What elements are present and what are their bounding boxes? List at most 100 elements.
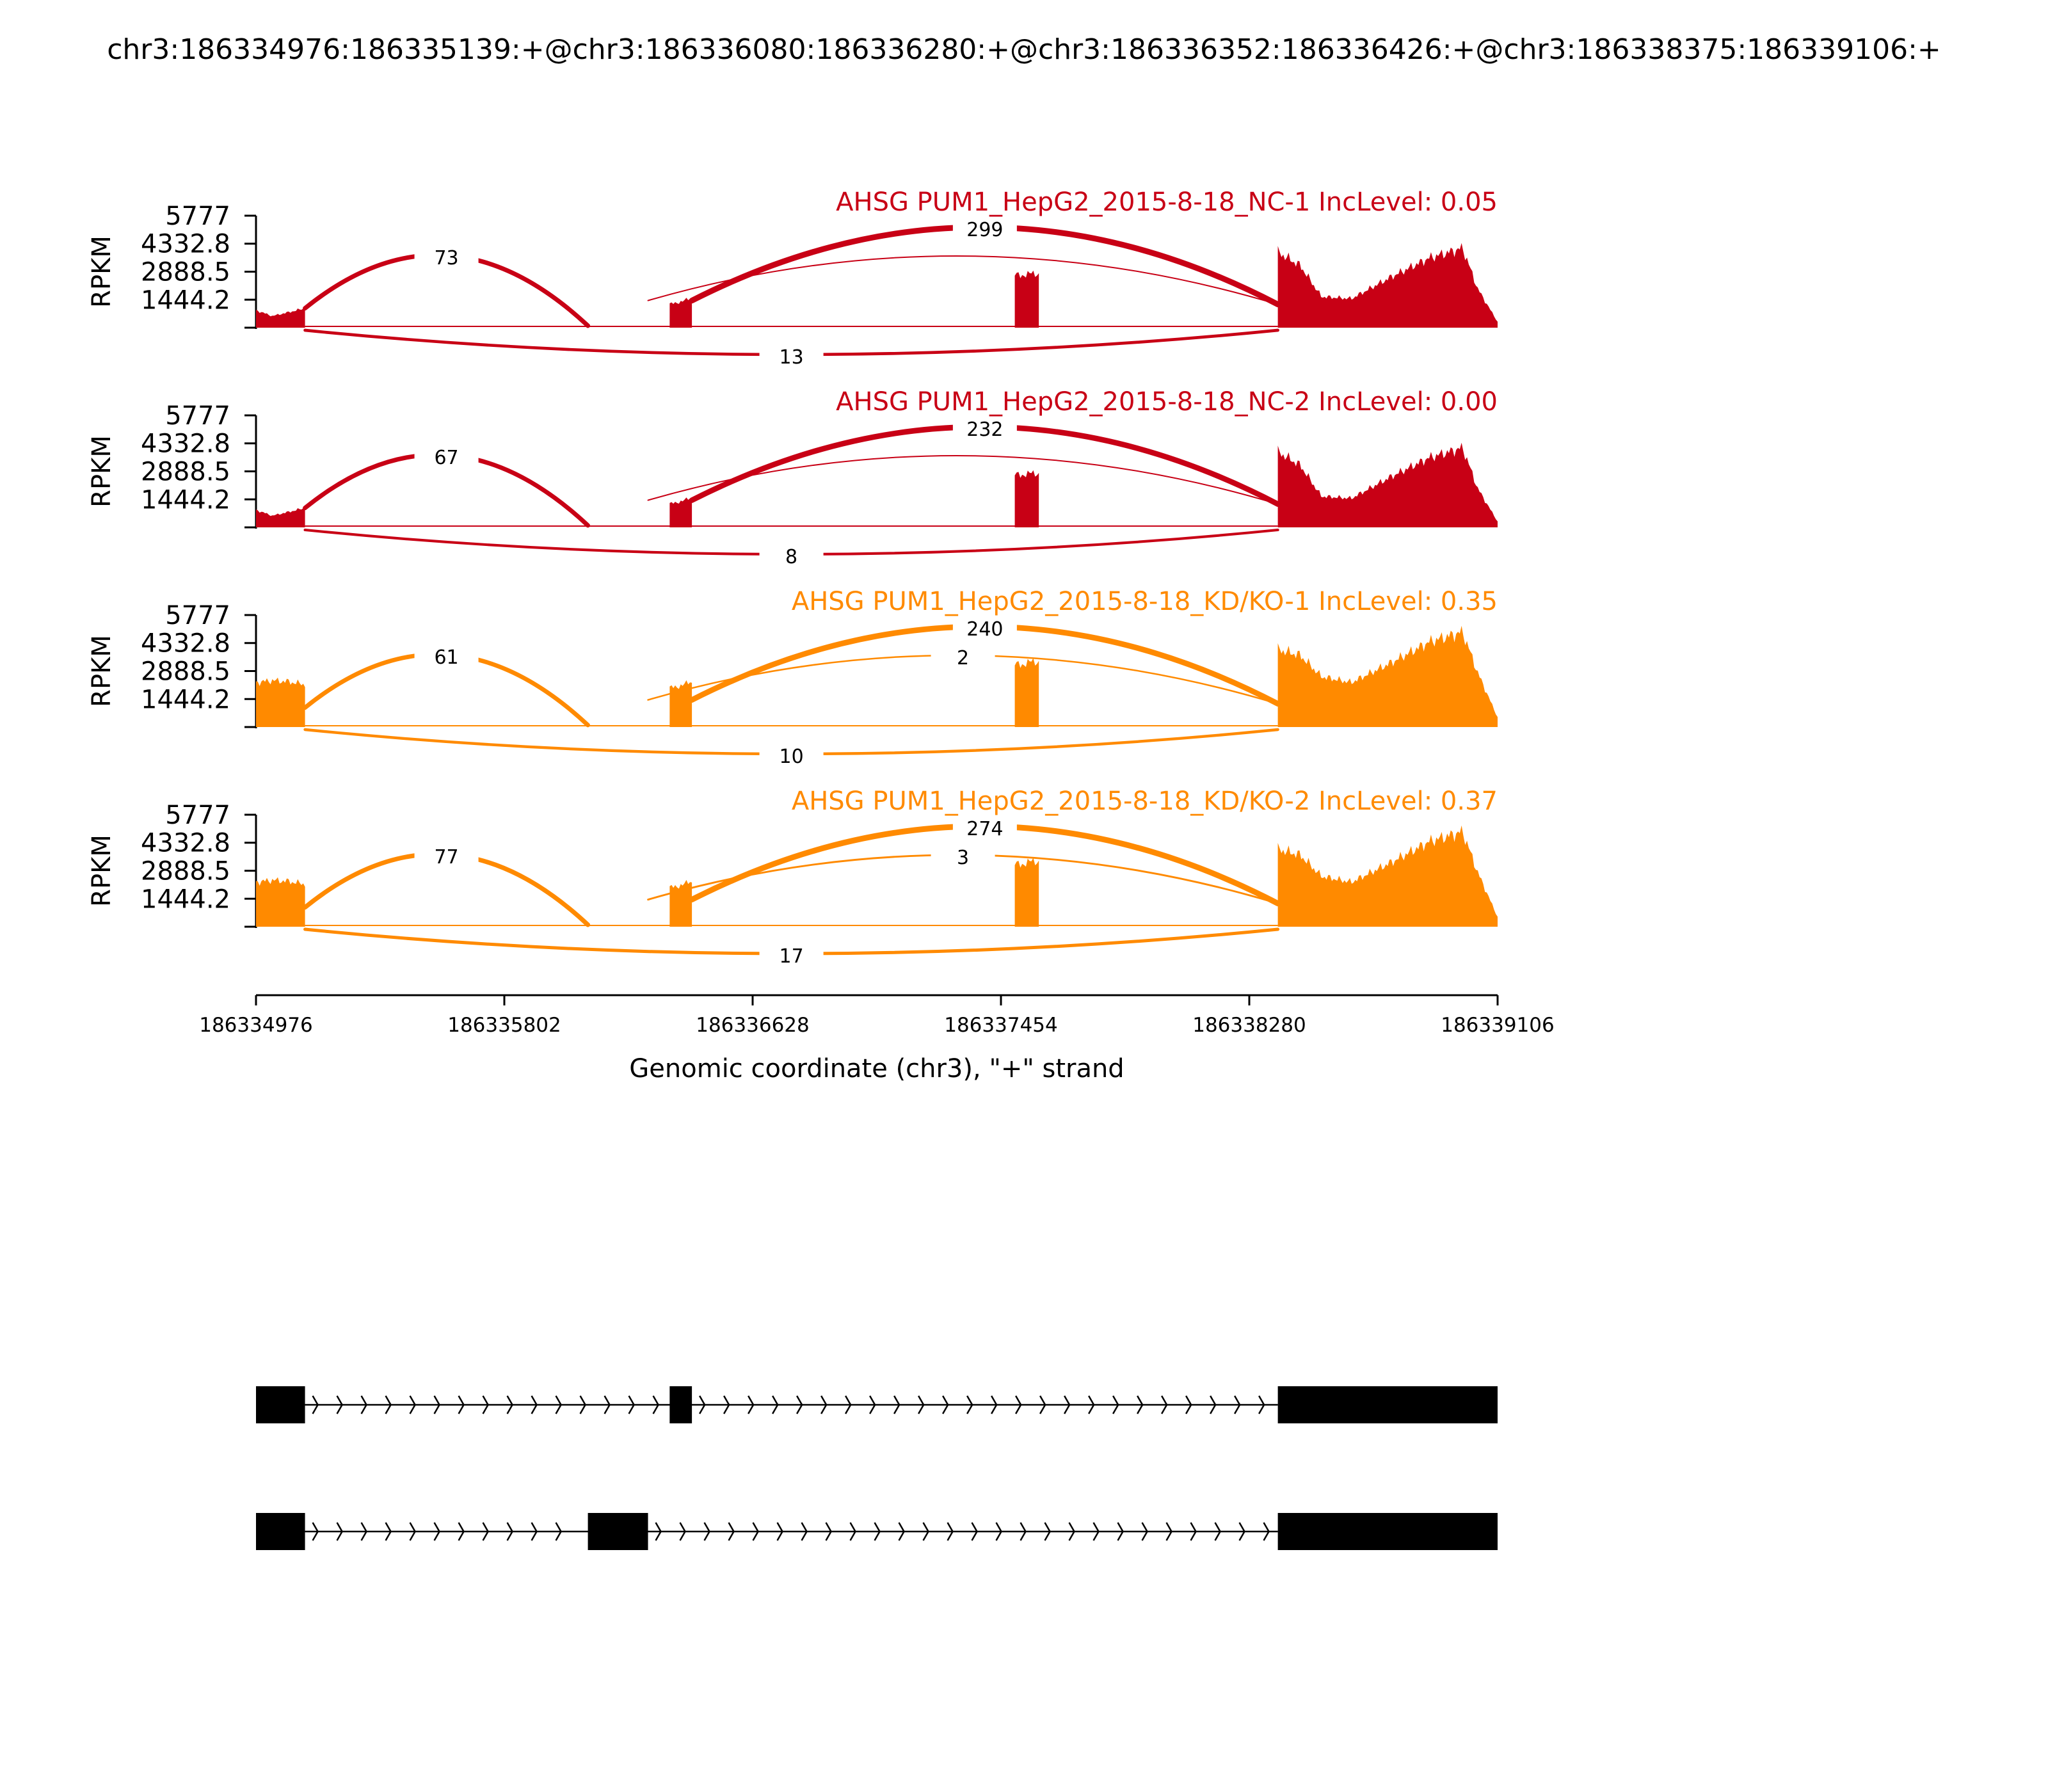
y-axis-label: RPKM xyxy=(87,236,116,308)
exon-block xyxy=(256,1513,305,1550)
strand-arrow-icon xyxy=(458,1522,465,1541)
strand-arrow-icon xyxy=(820,1395,828,1414)
coverage-area xyxy=(1014,658,1039,727)
junction-count-label: 67 xyxy=(434,447,458,469)
strand-arrow-icon xyxy=(555,1522,563,1541)
strand-arrow-icon xyxy=(869,1395,876,1414)
strand-arrow-icon xyxy=(898,1522,905,1541)
strand-arrow-icon xyxy=(723,1395,730,1414)
y-axis-label: RPKM xyxy=(87,835,116,907)
strand-arrow-icon xyxy=(947,1522,954,1541)
y-axis-label: RPKM xyxy=(87,435,116,508)
x-tick-label: 186338280 xyxy=(1192,1014,1306,1037)
strand-arrow-icon xyxy=(703,1522,710,1541)
strand-arrow-icon xyxy=(991,1395,998,1414)
y-tick-label: 1444.2 xyxy=(141,685,230,714)
isoform-1 xyxy=(256,1386,1498,1423)
junction-label-bg xyxy=(414,845,479,868)
coverage-area xyxy=(1014,270,1039,328)
strand-arrow-icon xyxy=(752,1522,759,1541)
sample-title: AHSG PUM1_HepG2_2015-8-18_KD/KO-2 IncLev… xyxy=(792,787,1498,816)
strand-arrow-icon xyxy=(336,1395,344,1414)
strand-arrow-icon xyxy=(336,1522,344,1541)
strand-arrow-icon xyxy=(1020,1522,1027,1541)
coverage-area xyxy=(1014,858,1039,927)
coverage-area xyxy=(1277,243,1498,328)
strand-arrow-icon xyxy=(1210,1395,1217,1414)
strand-arrow-icon xyxy=(942,1395,949,1414)
strand-arrow-icon xyxy=(801,1522,808,1541)
strand-arrow-icon xyxy=(652,1395,660,1414)
strand-arrow-icon xyxy=(385,1395,392,1414)
strand-arrow-icon xyxy=(531,1522,538,1541)
strand-arrow-icon xyxy=(1117,1522,1124,1541)
x-axis: 186334976 186335802 186336628 186337454 1863… xyxy=(199,994,1555,1037)
coverage-area xyxy=(1277,625,1498,727)
strand-arrow-icon xyxy=(893,1395,900,1414)
y-tick-label: 1444.2 xyxy=(141,485,230,515)
strand-arrow-icon xyxy=(922,1522,929,1541)
strand-arrow-icon xyxy=(1165,1522,1172,1541)
x-axis-label: Genomic coordinate (chr3), "+" strand xyxy=(629,1054,1124,1084)
strand-arrow-icon xyxy=(360,1522,368,1541)
sample-title: AHSG PUM1_HepG2_2015-8-18_NC-1 IncLevel:… xyxy=(836,188,1498,217)
strand-arrow-icon xyxy=(1015,1395,1022,1414)
isoform-tracks xyxy=(256,1386,1498,1550)
junction-label-bg xyxy=(952,817,1017,840)
strand-arrow-icon xyxy=(1161,1395,1168,1414)
strand-arrow-icon xyxy=(506,1395,514,1414)
junction-label-bg xyxy=(759,346,824,369)
strand-arrow-icon xyxy=(772,1395,779,1414)
strand-arrow-icon xyxy=(1088,1395,1095,1414)
strand-arrow-icon xyxy=(579,1395,587,1414)
strand-arrow-icon xyxy=(825,1522,832,1541)
strand-arrow-icon xyxy=(555,1395,563,1414)
y-tick-label: 2888.5 xyxy=(141,258,230,287)
strand-arrow-icon xyxy=(1263,1522,1270,1541)
junction-count-label: 77 xyxy=(434,846,458,868)
strand-arrow-icon xyxy=(604,1395,611,1414)
strand-arrow-icon xyxy=(409,1522,417,1541)
junction-label-bg xyxy=(931,646,995,669)
strand-arrow-icon xyxy=(1064,1395,1071,1414)
strand-arrow-icon xyxy=(845,1395,852,1414)
junction-arc xyxy=(647,454,1279,505)
strand-arrow-icon xyxy=(1044,1522,1051,1541)
strand-arrow-icon xyxy=(506,1522,514,1541)
coverage-area xyxy=(1277,825,1498,927)
strand-arrow-icon xyxy=(433,1522,441,1541)
y-tick-label: 2888.5 xyxy=(141,458,230,487)
junction-label-bg xyxy=(414,446,479,469)
strand-arrow-icon xyxy=(679,1522,686,1541)
strand-arrow-icon xyxy=(728,1522,735,1541)
y-tick-label: 5777 xyxy=(165,202,230,231)
coverage-area xyxy=(256,308,305,328)
strand-arrow-icon xyxy=(482,1522,490,1541)
y-tick-label: 4332.8 xyxy=(141,829,230,858)
strand-arrow-icon xyxy=(628,1395,636,1414)
figure-title: chr3:186334976:186335139:+@chr3:18633608… xyxy=(107,33,1941,66)
y-tick-label: 5777 xyxy=(165,401,230,431)
sample-title: AHSG PUM1_HepG2_2015-8-18_KD/KO-1 IncLev… xyxy=(792,587,1498,616)
exon-block xyxy=(588,1513,648,1550)
junction-count-label: 299 xyxy=(966,219,1003,241)
strand-arrow-icon xyxy=(482,1395,490,1414)
y-axis-label: RPKM xyxy=(87,635,116,707)
coverage-area xyxy=(256,508,305,527)
coverage-area xyxy=(256,677,305,727)
junction-count-label: 17 xyxy=(780,945,804,968)
strand-arrow-icon xyxy=(1214,1522,1221,1541)
y-tick-label: 1444.2 xyxy=(141,285,230,315)
coverage-area xyxy=(669,497,692,527)
strand-arrow-icon xyxy=(1238,1522,1245,1541)
junction-count-label: 240 xyxy=(966,618,1003,641)
strand-arrow-icon xyxy=(995,1522,1002,1541)
junction-label-bg xyxy=(952,218,1017,241)
junction-count-label: 274 xyxy=(966,818,1003,840)
strand-arrow-icon xyxy=(360,1395,368,1414)
junction-label-bg xyxy=(952,418,1017,441)
